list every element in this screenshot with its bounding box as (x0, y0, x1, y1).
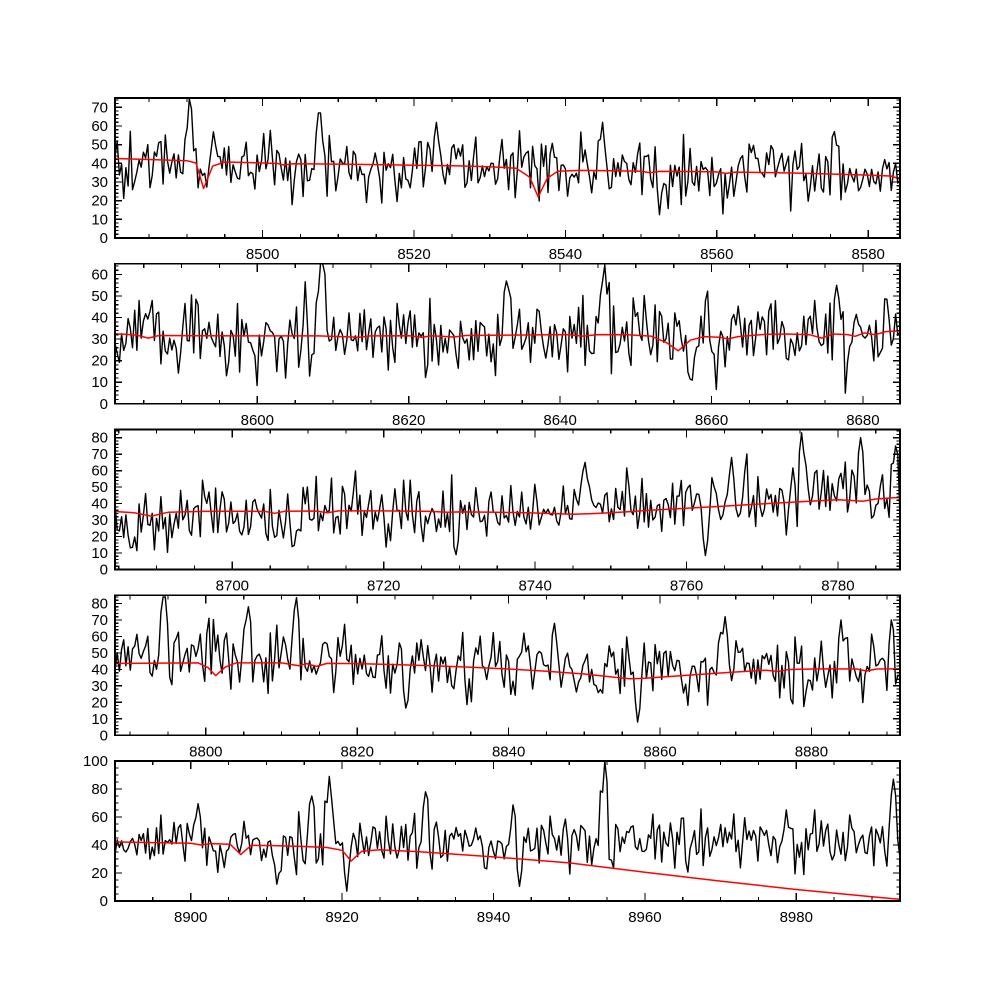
y-tick-label: 60 (91, 809, 108, 826)
x-tick-label: 8980 (780, 909, 813, 926)
y-tick-label: 40 (91, 496, 108, 513)
x-tick-label: 8500 (246, 246, 279, 263)
continuum-fit-line (114, 662, 901, 680)
y-tick-label: 40 (91, 661, 108, 678)
continuum-fit-line (114, 496, 901, 517)
x-tick-label: 8860 (643, 743, 676, 760)
y-tick-label: 0 (100, 727, 108, 744)
y-tick-label: 0 (100, 893, 108, 910)
panel-frame (114, 760, 901, 902)
y-tick-label: 20 (91, 529, 108, 546)
x-tick-label: 8900 (174, 909, 207, 926)
x-tick-label: 8840 (492, 743, 525, 760)
continuum-fit-line (114, 157, 901, 198)
y-tick-label: 40 (91, 310, 108, 327)
panel-frame (114, 428, 901, 571)
x-tick-label: 8760 (670, 578, 703, 595)
x-tick-label: 8800 (189, 743, 222, 760)
y-tick-label: 20 (91, 353, 108, 370)
y-tick-label: 10 (91, 374, 108, 391)
y-tick-label: 10 (91, 545, 108, 562)
panel-frame (114, 594, 901, 737)
y-tick-label: 10 (91, 211, 108, 228)
y-tick-label: 30 (91, 678, 108, 695)
y-tick-label: 80 (91, 430, 108, 447)
flux-series (114, 596, 901, 723)
x-tick-label: 8880 (795, 743, 828, 760)
x-tick-label: 8700 (216, 578, 249, 595)
y-tick-label: 0 (100, 230, 108, 247)
y-tick-label: 70 (91, 446, 108, 463)
x-tick-label: 8620 (392, 412, 425, 429)
x-tick-label: 8540 (549, 246, 582, 263)
x-tick-label: 8780 (821, 578, 854, 595)
y-tick-label: 0 (100, 396, 108, 413)
flux-series (114, 432, 901, 557)
x-tick-label: 8640 (543, 412, 576, 429)
x-tick-label: 8560 (700, 246, 733, 263)
y-tick-label: 60 (91, 267, 108, 284)
continuum-fit-line (114, 841, 901, 901)
y-tick-label: 60 (91, 463, 108, 480)
y-tick-label: 20 (91, 694, 108, 711)
x-tick-label: 8520 (397, 246, 430, 263)
x-tick-label: 8920 (325, 909, 358, 926)
y-tick-label: 10 (91, 711, 108, 728)
y-tick-label: 30 (91, 331, 108, 348)
y-tick-label: 50 (91, 137, 108, 154)
y-tick-label: 30 (91, 512, 108, 529)
x-tick-label: 8820 (341, 743, 374, 760)
x-tick-label: 8960 (628, 909, 661, 926)
x-tick-label: 8940 (477, 909, 510, 926)
flux-series (114, 263, 901, 394)
y-tick-label: 50 (91, 288, 108, 305)
y-tick-label: 70 (91, 99, 108, 116)
y-tick-label: 20 (91, 193, 108, 210)
x-tick-label: 8720 (367, 578, 400, 595)
y-tick-label: 30 (91, 174, 108, 191)
panel-frame (114, 97, 901, 239)
y-tick-label: 50 (91, 645, 108, 662)
x-tick-label: 8740 (518, 578, 551, 595)
y-tick-label: 80 (91, 595, 108, 612)
spectrum-panel-5: 8900 8920 8940 8960 8980 0 20 40 60 80 100 (83, 753, 901, 926)
y-tick-label: 60 (91, 118, 108, 135)
y-tick-label: 20 (91, 865, 108, 882)
x-tick-label: 8580 (852, 246, 885, 263)
y-tick-label: 100 (83, 753, 108, 770)
x-tick-label: 8660 (695, 412, 728, 429)
continuum-fit-line (114, 329, 901, 352)
y-tick-label: 50 (91, 479, 108, 496)
flux-series (114, 760, 901, 892)
y-tick-label: 40 (91, 155, 108, 172)
y-tick-label: 70 (91, 612, 108, 629)
spectrum-panel-2: 8600 8620 8640 8660 8680 0 10 20 30 40 50 60 (91, 262, 901, 429)
panel-frame (114, 262, 901, 405)
y-tick-label: 60 (91, 628, 108, 645)
y-tick-label: 40 (91, 837, 108, 854)
y-tick-label: 80 (91, 781, 108, 798)
flux-series (114, 98, 901, 216)
x-tick-label: 8600 (241, 412, 274, 429)
x-tick-label: 8680 (846, 412, 879, 429)
y-tick-label: 0 (100, 562, 108, 579)
